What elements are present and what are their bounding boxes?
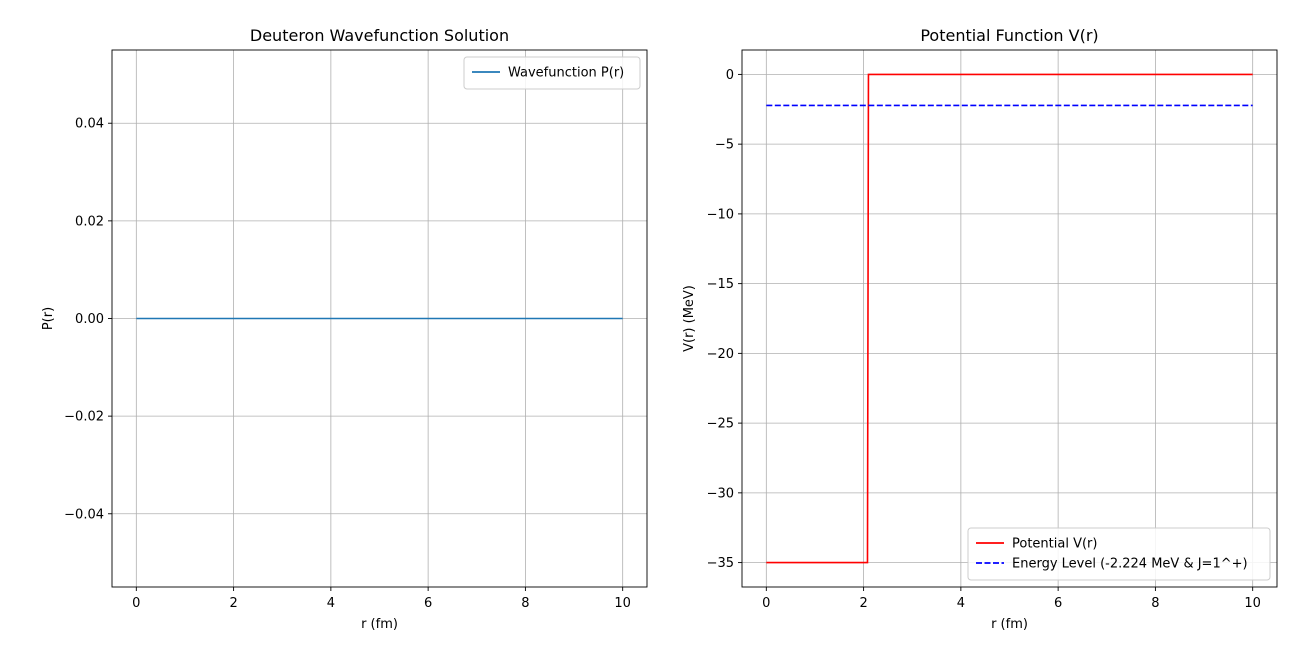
x-tick-label: 2 xyxy=(229,596,237,611)
x-tick-label: 6 xyxy=(424,596,432,611)
x-axis-label: r (fm) xyxy=(361,617,398,632)
legend: Potential V(r) Energy Level (-2.224 MeV &… xyxy=(967,527,1271,581)
chart-title: Potential Function V(r) xyxy=(920,26,1098,45)
chart-2: 0 2 4 6 8 10 0 −5 −10 −15 −20 −25 −30 −35 Potential Fu… xyxy=(682,26,1278,632)
x-tick-label: 6 xyxy=(1054,596,1062,611)
chart-1: 0 2 4 6 8 10 −0.04 −0.02 0.00 0.02 0.04 Deuteron Wa… xyxy=(41,26,648,632)
y-tick-label: −0.02 xyxy=(64,410,104,425)
x-tick-label: 4 xyxy=(327,596,335,611)
y-axis-label: P(r) xyxy=(41,307,56,330)
y-tick-label: 0.00 xyxy=(75,312,104,327)
axes-frame xyxy=(741,49,1278,588)
x-tick-label: 4 xyxy=(957,596,965,611)
x-tick-label: 8 xyxy=(1151,596,1159,611)
x-tick-label: 2 xyxy=(859,596,867,611)
legend-label-1: Potential V(r) xyxy=(1012,537,1097,552)
y-tick-label: −20 xyxy=(707,347,734,362)
y-tick-label: 0.02 xyxy=(75,214,104,229)
x-tick-label: 0 xyxy=(762,596,770,611)
plot-area xyxy=(742,50,1277,587)
series-line-1 xyxy=(766,73,1253,564)
x-tick-label: 8 xyxy=(521,596,529,611)
legend-box xyxy=(463,56,641,90)
y-tick-label: −30 xyxy=(707,486,734,501)
y-tick-label: −5 xyxy=(715,138,734,153)
x-tick-label: 10 xyxy=(1244,596,1261,611)
x-tick-label: 10 xyxy=(614,596,631,611)
y-axis-label: V(r) (MeV) xyxy=(682,285,697,352)
y-tick-label: −0.04 xyxy=(64,507,104,522)
legend-label-1: Wavefunction P(r) xyxy=(508,66,624,81)
y-tick-label: 0 xyxy=(726,68,734,83)
legend-box xyxy=(967,527,1271,581)
chart-title: Deuteron Wavefunction Solution xyxy=(250,26,509,45)
y-tick-label: −25 xyxy=(707,417,734,432)
y-tick-label: −10 xyxy=(707,207,734,222)
y-tick-label: −35 xyxy=(707,556,734,571)
x-axis-label: r (fm) xyxy=(991,617,1028,632)
legend: Wavefunction P(r) xyxy=(463,56,641,90)
y-tick-label: 0.04 xyxy=(75,117,104,132)
y-tick-label: −15 xyxy=(707,277,734,292)
x-tick-label: 0 xyxy=(132,596,140,611)
legend-label-2: Energy Level (-2.224 MeV & J=1^+) xyxy=(1012,557,1248,572)
